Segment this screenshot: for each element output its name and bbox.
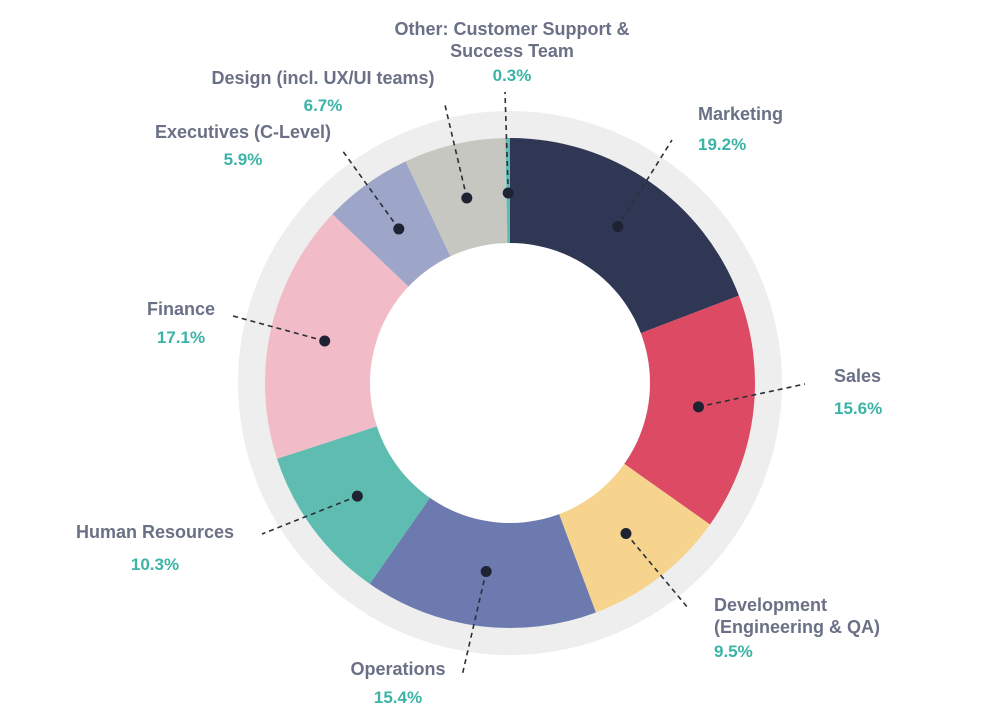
label-percent-executives: 5.9% [224, 150, 263, 169]
label-finance: Finance 17.1% [147, 299, 215, 347]
leader-line-marketing [617, 139, 673, 227]
leader-line-executives [341, 149, 400, 230]
label-marketing: Marketing 19.2% [698, 104, 783, 154]
leader-line-finance [232, 315, 325, 342]
label-name-hr: Human Resources [76, 522, 234, 542]
leader-lines-group [232, 91, 806, 677]
slice-marker-hr [351, 490, 363, 502]
leader-line-other [504, 91, 510, 194]
label-percent-design: 6.7% [304, 96, 343, 115]
label-name-other-1: Other: Customer Support & [394, 19, 629, 39]
label-name-development-1: Development [714, 595, 827, 615]
label-name-other-2: Success Team [450, 41, 574, 61]
label-percent-other: 0.3% [493, 66, 532, 85]
label-executives: Executives (C-Level) 5.9% [155, 122, 331, 169]
slice-marker-marketing [612, 221, 624, 233]
leader-line-sales [698, 383, 806, 408]
label-percent-finance: 17.1% [157, 328, 205, 347]
label-percent-operations: 15.4% [374, 688, 422, 707]
label-name-development-2: (Engineering & QA) [714, 617, 880, 637]
label-name-marketing: Marketing [698, 104, 783, 124]
leader-line-development [625, 532, 689, 609]
slice-marker-other [502, 187, 514, 199]
slice-marker-operations [480, 566, 492, 578]
leader-line-hr [261, 495, 358, 535]
slice-marker-sales [693, 401, 705, 413]
label-percent-sales: 15.6% [834, 399, 882, 418]
label-percent-marketing: 19.2% [698, 135, 746, 154]
slice-marker-development [620, 527, 632, 539]
leader-line-design [444, 104, 468, 199]
labels-group: Marketing 19.2% Sales 15.6% Development(Engi… [76, 19, 882, 707]
label-percent-development: 9.5% [714, 642, 753, 661]
label-hr: Human Resources 10.3% [76, 522, 234, 574]
label-other: Other: Customer Support &Success Team 0.3… [394, 19, 629, 85]
slice-marker-executives [393, 223, 405, 235]
label-development: Development(Engineering & QA) 9.5% [714, 595, 880, 661]
label-name-design: Design (incl. UX/UI teams) [211, 68, 434, 88]
label-operations: Operations 15.4% [350, 659, 445, 707]
label-design: Design (incl. UX/UI teams) 6.7% [211, 68, 434, 115]
slice-marker-finance [319, 335, 331, 347]
label-name-sales: Sales [834, 366, 881, 386]
label-sales: Sales 15.6% [834, 366, 882, 418]
label-name-finance: Finance [147, 299, 215, 319]
label-percent-hr: 10.3% [131, 555, 179, 574]
slice-marker-design [461, 192, 473, 204]
label-name-executives: Executives (C-Level) [155, 122, 331, 142]
donut-hole [370, 243, 650, 523]
label-name-operations: Operations [350, 659, 445, 679]
